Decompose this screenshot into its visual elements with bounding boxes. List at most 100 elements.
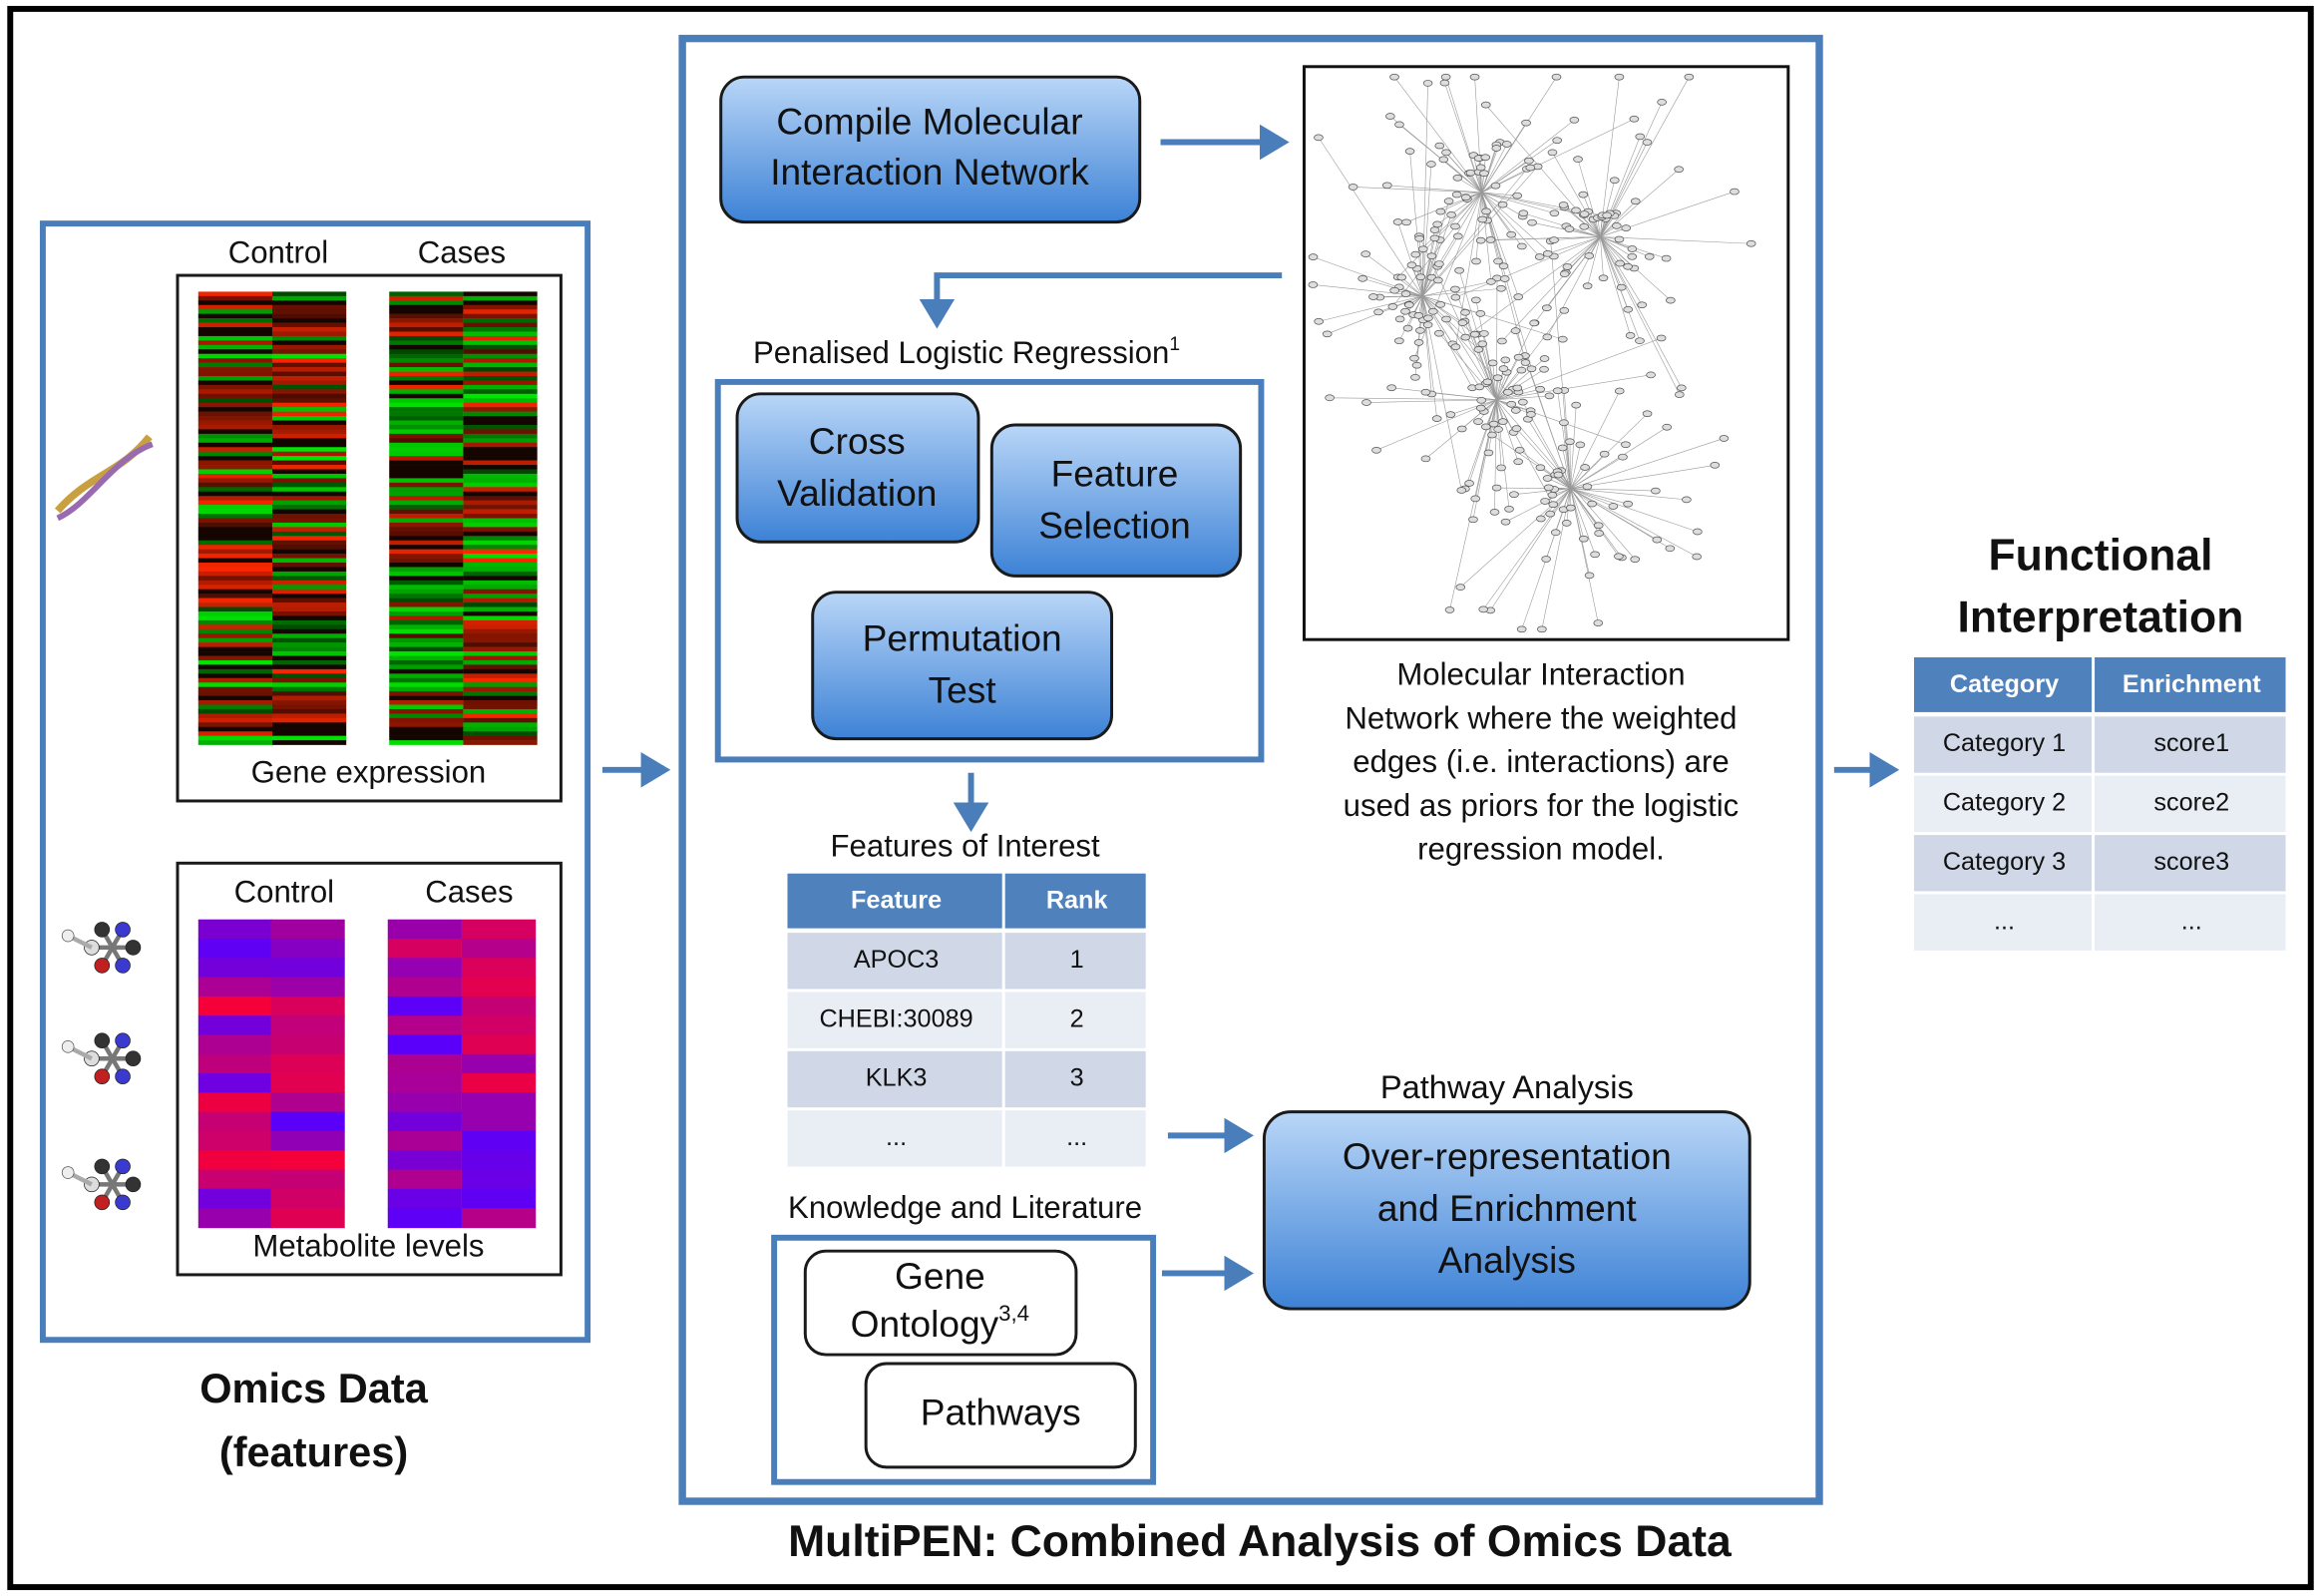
heat-cell bbox=[463, 335, 538, 341]
heat-cell bbox=[463, 398, 538, 404]
heat-cell bbox=[389, 407, 464, 412]
heat-cell bbox=[271, 451, 347, 457]
heat-cell bbox=[197, 465, 272, 470]
heat-cell bbox=[387, 996, 462, 1016]
node bbox=[1360, 250, 1371, 257]
node bbox=[1614, 73, 1625, 81]
node bbox=[1413, 339, 1424, 346]
heat-cell bbox=[463, 610, 538, 616]
heat-cell bbox=[197, 1053, 272, 1074]
header-text: Feature bbox=[851, 887, 942, 915]
heat-cell bbox=[197, 637, 272, 643]
node bbox=[1490, 182, 1501, 190]
heat-cell bbox=[271, 375, 347, 381]
heat-cell bbox=[463, 624, 538, 630]
node bbox=[1443, 198, 1454, 204]
heat-cell bbox=[271, 460, 347, 466]
node bbox=[1473, 345, 1484, 353]
heat-cell bbox=[197, 295, 272, 301]
edge bbox=[1421, 295, 1429, 318]
heat-cell bbox=[271, 628, 347, 634]
edge bbox=[1464, 312, 1497, 400]
heat-cell bbox=[389, 610, 464, 616]
gene-heatmap bbox=[197, 291, 538, 745]
heat-cell bbox=[389, 576, 464, 582]
node bbox=[1518, 398, 1528, 406]
node bbox=[1569, 116, 1580, 124]
node bbox=[1516, 366, 1527, 374]
heat-cell bbox=[463, 313, 538, 319]
heat-cell bbox=[197, 740, 272, 745]
heat-cell bbox=[463, 722, 538, 728]
cell-text: ... bbox=[886, 1123, 907, 1151]
node bbox=[1536, 515, 1546, 523]
heat-cell bbox=[197, 522, 272, 528]
node bbox=[1561, 520, 1572, 527]
edge bbox=[1422, 295, 1463, 323]
heat-cell bbox=[463, 545, 538, 550]
heat-cell bbox=[271, 416, 347, 421]
heat-cell bbox=[271, 646, 347, 652]
heat-cell bbox=[389, 411, 464, 417]
node bbox=[1677, 384, 1687, 392]
node bbox=[1618, 453, 1628, 461]
heat-cell bbox=[463, 411, 538, 417]
heat-cell bbox=[463, 540, 538, 546]
cell-text: score2 bbox=[2153, 789, 2229, 817]
edge bbox=[1570, 488, 1585, 540]
node bbox=[1475, 164, 1486, 172]
node bbox=[1599, 450, 1610, 458]
node bbox=[1450, 293, 1461, 301]
heat-cell bbox=[271, 344, 347, 350]
node bbox=[1482, 378, 1493, 386]
edge bbox=[1421, 164, 1432, 296]
header-cell bbox=[787, 873, 1002, 929]
edge bbox=[1570, 488, 1599, 623]
heat-cell bbox=[463, 393, 538, 399]
edge bbox=[1600, 236, 1604, 278]
heat-cell bbox=[389, 731, 464, 736]
node bbox=[1475, 404, 1486, 412]
heat-cell bbox=[389, 482, 464, 488]
heat-cell bbox=[463, 353, 538, 359]
heat-cell bbox=[387, 958, 462, 979]
heat-cell bbox=[197, 496, 272, 501]
heat-cell bbox=[271, 726, 347, 732]
heat-cell bbox=[461, 939, 537, 960]
node bbox=[1420, 388, 1431, 396]
heat-cell bbox=[197, 442, 272, 448]
edge bbox=[1600, 236, 1683, 388]
heat-cell bbox=[197, 309, 272, 314]
heat-cell bbox=[197, 456, 272, 461]
edge bbox=[1600, 236, 1681, 395]
node bbox=[1529, 319, 1539, 327]
heat-cell bbox=[389, 322, 464, 328]
edge bbox=[1318, 137, 1423, 297]
heat-cell bbox=[271, 353, 347, 359]
node bbox=[1325, 394, 1335, 402]
node bbox=[1598, 274, 1609, 282]
node bbox=[1385, 113, 1395, 120]
heat-cell bbox=[271, 358, 347, 363]
heat-cell bbox=[197, 1034, 272, 1055]
node bbox=[1487, 359, 1498, 367]
heat-cell bbox=[463, 633, 538, 638]
heat-cell bbox=[197, 919, 272, 940]
heat-cell bbox=[389, 585, 464, 591]
heat-cell bbox=[197, 585, 272, 591]
node bbox=[1464, 480, 1474, 487]
heat-cell bbox=[197, 717, 272, 723]
heat-cell bbox=[387, 1092, 462, 1113]
heat-cell bbox=[271, 549, 347, 555]
heat-cell bbox=[197, 416, 272, 421]
node bbox=[1414, 234, 1424, 242]
feature-selection-box bbox=[989, 423, 1243, 578]
heat-cell bbox=[463, 482, 538, 488]
node bbox=[1444, 606, 1455, 613]
heat-cell bbox=[463, 585, 538, 591]
heat-cell bbox=[197, 594, 272, 598]
heat-cell bbox=[463, 642, 538, 647]
heat-cell bbox=[389, 304, 464, 310]
heat-cell bbox=[197, 291, 272, 297]
cell bbox=[2095, 835, 2286, 892]
